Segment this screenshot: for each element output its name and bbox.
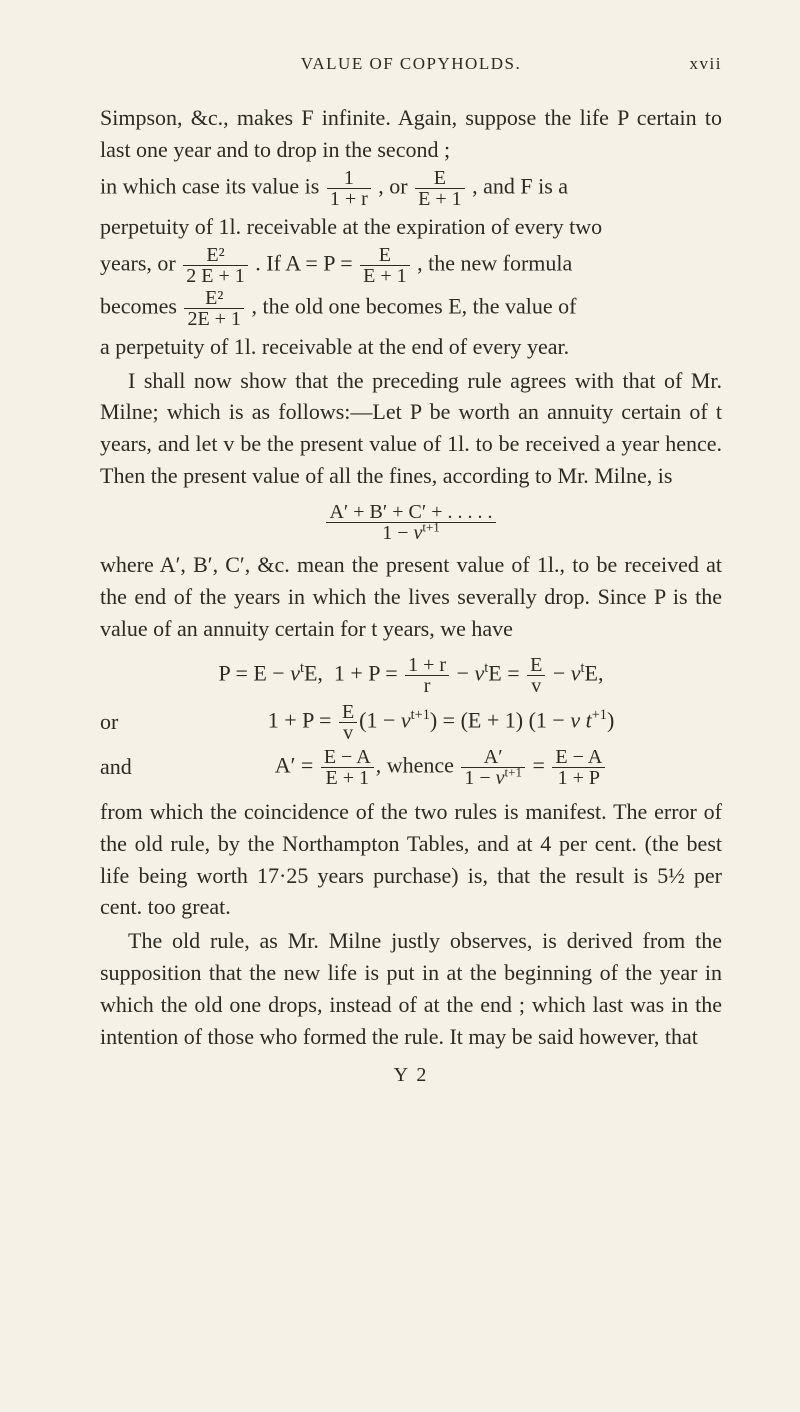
- frac-num: 1 + r: [405, 655, 449, 675]
- frac-num: E: [339, 702, 357, 722]
- text-span: years, or: [100, 250, 181, 275]
- frac-den: 1 + r: [327, 188, 371, 209]
- eq-label-or: or: [100, 706, 160, 738]
- eq-content: A′ = E − A E + 1 , whence A′ 1 − vt+1 = …: [160, 747, 722, 788]
- frac-num: E²: [183, 245, 248, 265]
- frac-num: E: [415, 168, 465, 188]
- frac-den: 1 − vt+1: [461, 767, 525, 788]
- frac-den: E + 1: [360, 265, 410, 286]
- frac-den: 1 + P: [552, 767, 605, 788]
- fraction-E-over-Eplus1-b: E E + 1: [360, 245, 410, 286]
- fraction-1plusr-over-r: 1 + r r: [405, 655, 449, 696]
- para-3: where A′, B′, C′, &c. mean the present v…: [100, 549, 722, 645]
- text-span: , or: [378, 173, 413, 198]
- text-span: . If A = P =: [255, 250, 358, 275]
- fraction-E-over-v-b: E v: [339, 702, 357, 743]
- frac-den: v: [527, 675, 545, 696]
- equation-line-3: and A′ = E − A E + 1 , whence A′ 1 − vt+…: [100, 747, 722, 788]
- equation-main-fraction: A′ + B′ + C′ + . . . . . 1 − vt+1: [100, 502, 722, 543]
- para-4: from which the coincidence of the two ru…: [100, 796, 722, 924]
- page: VALUE OF COPYHOLDS. xvii Simpson, &c., m…: [0, 0, 800, 1412]
- frac-num: E: [527, 655, 545, 675]
- para-5: The old rule, as Mr. Milne justly observ…: [100, 925, 722, 1053]
- signature-mark: Y 2: [100, 1061, 722, 1090]
- fraction-EminusA-over-Eplus1: E − A E + 1: [321, 747, 374, 788]
- eq-label-and: and: [100, 751, 160, 783]
- frac-den: E + 1: [415, 188, 465, 209]
- fraction-E-over-Eplus1: E E + 1: [415, 168, 465, 209]
- fraction-series: A′ + B′ + C′ + . . . . . 1 − vt+1: [326, 502, 495, 543]
- text-span: , the new formula: [417, 250, 572, 275]
- fraction-1-over-1plusr: 1 1 + r: [327, 168, 371, 209]
- body-text: Simpson, &c., makes F infinite. Again, s…: [100, 102, 722, 1090]
- frac-num: E − A: [552, 747, 605, 767]
- frac-num: E − A: [321, 747, 374, 767]
- frac-den: 2 E + 1: [183, 265, 248, 286]
- para-1-line-3: perpetuity of 1l. receivable at the expi…: [100, 211, 722, 243]
- running-head-right: xvii: [567, 54, 723, 74]
- frac-den: E + 1: [321, 767, 374, 788]
- equation-line-1: P = E − vtE, 1 + P = 1 + r r − vtE = E v…: [100, 655, 722, 696]
- text-span: , the old one becomes E, the value of: [251, 293, 576, 318]
- para-2: I shall now show that the preceding rule…: [100, 365, 722, 493]
- equation-line-2: or 1 + P = E v (1 − vt+1) = (E + 1) (1 −…: [100, 702, 722, 743]
- text-span: in which case its value is: [100, 173, 325, 198]
- frac-num: 1: [327, 168, 371, 188]
- frac-den: 2E + 1: [184, 308, 244, 329]
- running-head: VALUE OF COPYHOLDS. xvii: [100, 54, 722, 74]
- para-1-line-5: becomes E² 2E + 1 , the old one becomes …: [100, 288, 722, 329]
- fraction-EminusA-over-1plusP: E − A 1 + P: [552, 747, 605, 788]
- frac-num: A′ + B′ + C′ + . . . . .: [326, 502, 495, 522]
- fraction-Aprime-over-den: A′ 1 − vt+1: [461, 747, 525, 788]
- para-1-line-6: a perpetuity of 1l. receivable at the en…: [100, 331, 722, 363]
- para-1-line-2: in which case its value is 1 1 + r , or …: [100, 168, 722, 209]
- fraction-E-over-v: E v: [527, 655, 545, 696]
- text-span: , and F is a: [472, 173, 568, 198]
- eq-content: 1 + P = E v (1 − vt+1) = (E + 1) (1 − v …: [160, 702, 722, 743]
- frac-den: r: [405, 675, 449, 696]
- text-span: becomes: [100, 293, 182, 318]
- running-head-center: VALUE OF COPYHOLDS.: [256, 54, 567, 74]
- frac-num: E: [360, 245, 410, 265]
- para-1-line-1: Simpson, &c., makes F infinite. Again, s…: [100, 102, 722, 166]
- frac-den: v: [339, 722, 357, 743]
- para-1-line-4: years, or E² 2 E + 1 . If A = P = E E + …: [100, 245, 722, 286]
- fraction-E2-over-2Eplus1: E² 2 E + 1: [183, 245, 248, 286]
- fraction-E2-over-2Eplus1-b: E² 2E + 1: [184, 288, 244, 329]
- frac-num: E²: [184, 288, 244, 308]
- frac-den: 1 − vt+1: [326, 522, 495, 543]
